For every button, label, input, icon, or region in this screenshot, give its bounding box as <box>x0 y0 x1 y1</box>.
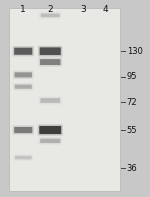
Text: 1: 1 <box>20 5 26 14</box>
FancyBboxPatch shape <box>14 48 32 55</box>
FancyBboxPatch shape <box>38 125 63 136</box>
Bar <box>9 8 120 191</box>
Text: 72: 72 <box>127 98 137 107</box>
FancyBboxPatch shape <box>12 125 34 135</box>
FancyBboxPatch shape <box>38 46 63 57</box>
FancyBboxPatch shape <box>40 139 60 143</box>
Text: 95: 95 <box>127 72 137 81</box>
FancyBboxPatch shape <box>38 58 62 67</box>
FancyBboxPatch shape <box>13 154 33 161</box>
Text: 4: 4 <box>102 5 108 14</box>
FancyBboxPatch shape <box>40 59 60 65</box>
FancyBboxPatch shape <box>40 47 61 55</box>
FancyBboxPatch shape <box>13 83 33 90</box>
FancyBboxPatch shape <box>15 156 32 159</box>
FancyBboxPatch shape <box>39 97 62 104</box>
FancyBboxPatch shape <box>15 72 32 77</box>
Text: 36: 36 <box>127 164 138 173</box>
Text: 130: 130 <box>127 47 143 56</box>
FancyBboxPatch shape <box>15 85 32 89</box>
FancyBboxPatch shape <box>13 71 34 79</box>
FancyBboxPatch shape <box>40 98 60 103</box>
Text: 3: 3 <box>80 5 86 14</box>
FancyBboxPatch shape <box>39 126 61 134</box>
FancyBboxPatch shape <box>39 137 62 145</box>
FancyBboxPatch shape <box>41 14 60 17</box>
FancyBboxPatch shape <box>12 46 34 56</box>
FancyBboxPatch shape <box>14 127 32 133</box>
Text: 55: 55 <box>127 125 137 135</box>
FancyBboxPatch shape <box>39 12 61 19</box>
Text: 2: 2 <box>47 5 53 14</box>
